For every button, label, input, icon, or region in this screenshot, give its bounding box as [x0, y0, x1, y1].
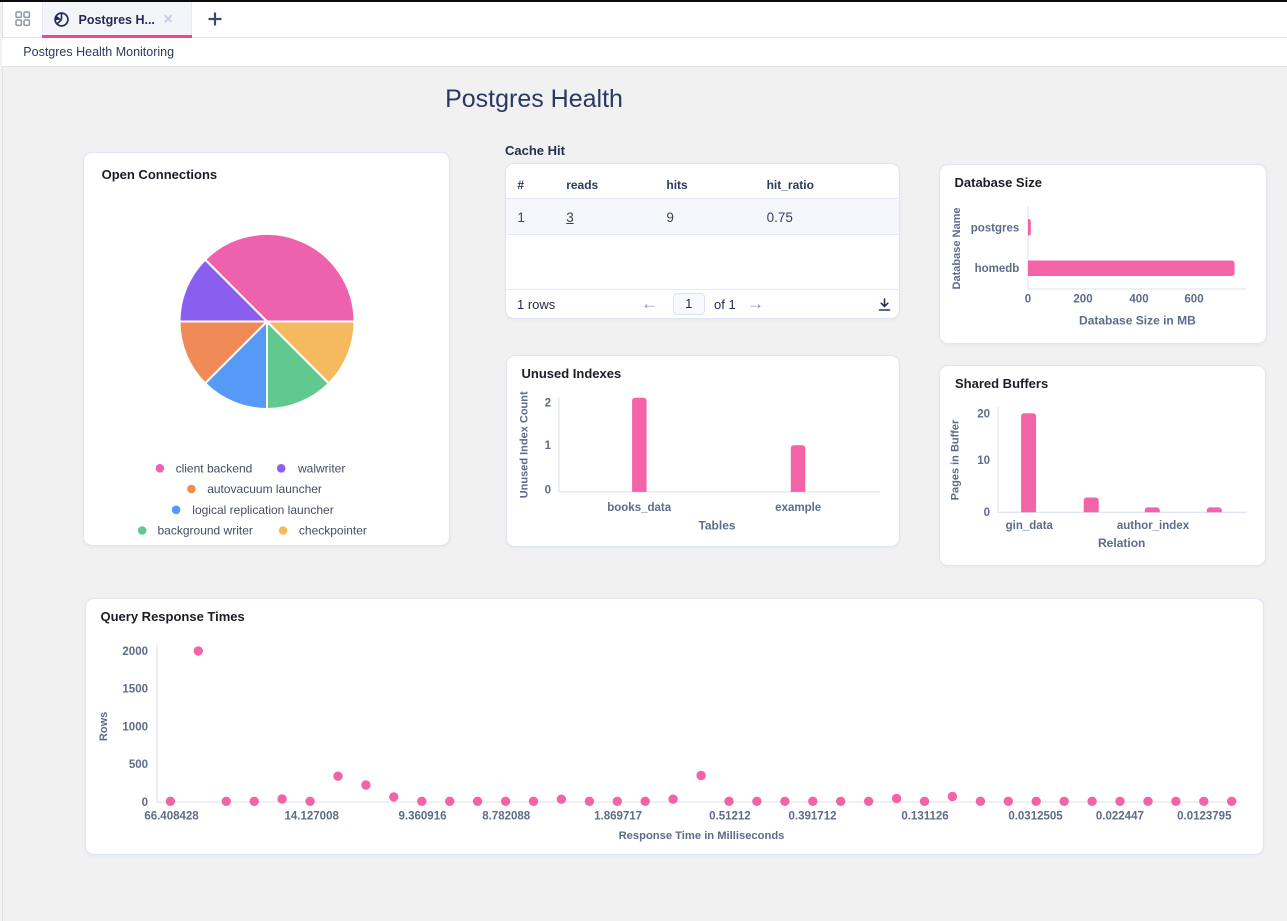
svg-text:Database Name: Database Name — [951, 208, 963, 290]
svg-text:0.391712: 0.391712 — [789, 811, 837, 823]
svg-text:1.869717: 1.869717 — [594, 811, 642, 823]
svg-text:logical replication launcher: logical replication launcher — [192, 503, 333, 517]
svg-text:walwriter: walwriter — [297, 462, 345, 476]
svg-text:background writer: background writer — [158, 524, 253, 538]
svg-text:0: 0 — [1025, 294, 1031, 306]
svg-text:14.127008: 14.127008 — [285, 811, 340, 823]
svg-text:checkpointer: checkpointer — [299, 524, 367, 538]
svg-text:Tables: Tables — [698, 519, 735, 533]
svg-text:20: 20 — [977, 408, 990, 420]
svg-text:Rows: Rows — [98, 712, 110, 741]
svg-text:0.131126: 0.131126 — [901, 811, 948, 823]
svg-text:0: 0 — [545, 485, 551, 497]
svg-text:1: 1 — [545, 440, 552, 452]
svg-text:1500: 1500 — [122, 684, 148, 696]
svg-text:Response Time in Milliseconds: Response Time in Milliseconds — [619, 830, 785, 842]
svg-text:2000: 2000 — [122, 646, 148, 658]
svg-text:500: 500 — [129, 759, 148, 771]
svg-text:example: example — [775, 502, 821, 514]
svg-text:400: 400 — [1129, 294, 1148, 306]
svg-text:autovacuum launcher: autovacuum launcher — [207, 482, 322, 496]
svg-text:postgres: postgres — [971, 223, 1020, 235]
svg-text:0.022447: 0.022447 — [1096, 811, 1144, 823]
svg-text:0.0312505: 0.0312505 — [1008, 811, 1063, 823]
svg-text:books_data: books_data — [607, 502, 672, 514]
svg-text:66.408428: 66.408428 — [144, 811, 199, 823]
svg-text:0: 0 — [984, 507, 990, 519]
svg-text:homedb: homedb — [975, 263, 1020, 275]
svg-text:0.51212: 0.51212 — [709, 811, 751, 823]
svg-text:Pages in Buffer: Pages in Buffer — [950, 419, 962, 500]
svg-text:Unused Index Count: Unused Index Count — [518, 391, 530, 498]
svg-text:0.0123795: 0.0123795 — [1177, 811, 1232, 823]
svg-text:client backend: client backend — [176, 462, 253, 476]
svg-text:author_index: author_index — [1117, 520, 1190, 532]
svg-text:0: 0 — [142, 797, 148, 809]
svg-text:9.360916: 9.360916 — [399, 811, 447, 823]
svg-text:600: 600 — [1184, 294, 1203, 306]
svg-text:gin_data: gin_data — [1006, 520, 1054, 532]
svg-text:Relation: Relation — [1098, 536, 1145, 550]
svg-text:8.782088: 8.782088 — [482, 811, 531, 823]
svg-text:Database Size in MB: Database Size in MB — [1079, 314, 1196, 328]
svg-text:200: 200 — [1073, 294, 1092, 306]
svg-text:1000: 1000 — [122, 721, 148, 733]
svg-text:10: 10 — [977, 455, 990, 467]
svg-text:2: 2 — [545, 398, 551, 410]
